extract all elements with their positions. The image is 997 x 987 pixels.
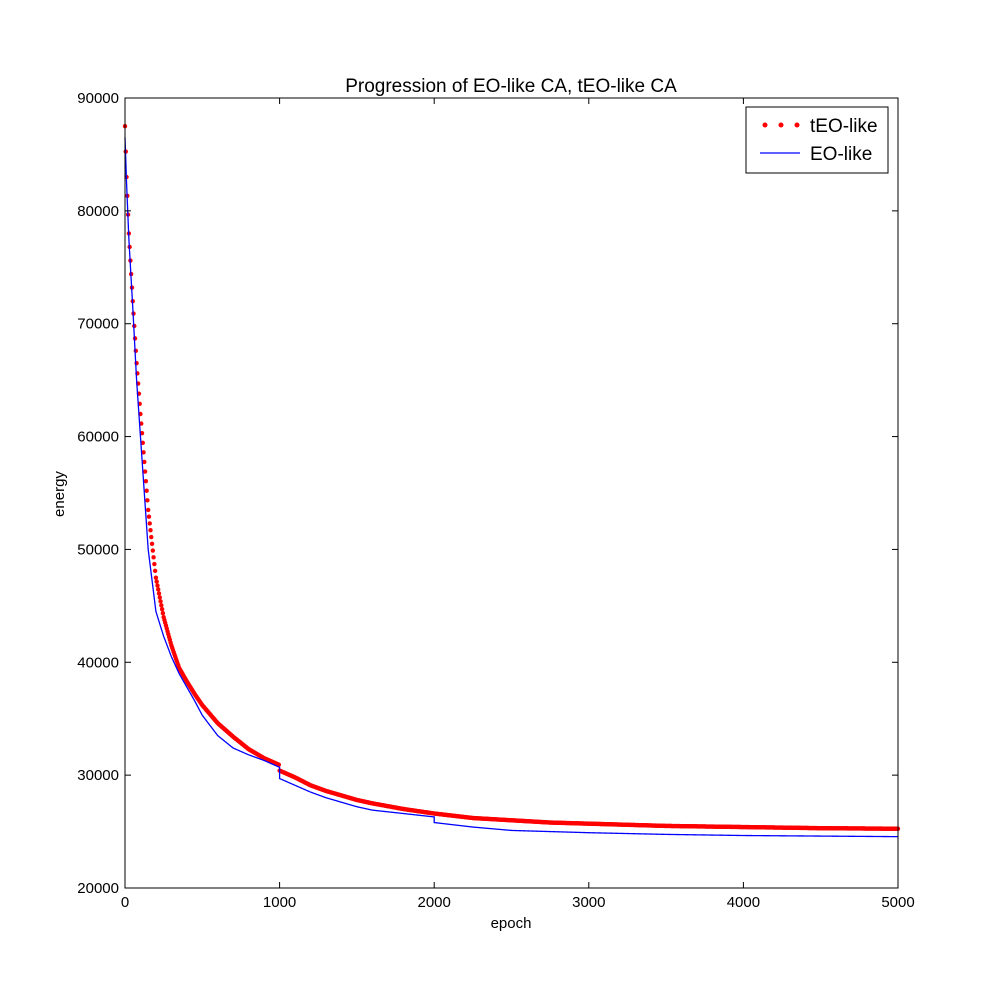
teo-like-point [141, 450, 146, 455]
teo-like-point [142, 469, 148, 474]
x-tick-label: 1000 [263, 894, 296, 911]
teo-like-point [151, 555, 156, 560]
teo-like-point [133, 348, 139, 353]
legend: tEO-like EO-like [745, 106, 889, 174]
teo-like-point [159, 607, 165, 612]
plot-frame [124, 97, 899, 889]
legend-label-teo-like: tEO-like [810, 116, 878, 137]
teo-like-point [143, 478, 149, 484]
teo-like-point [155, 583, 160, 588]
y-tick-label: 80000 [77, 203, 119, 220]
y-tick-label: 40000 [77, 654, 119, 671]
teo-like-point [156, 587, 161, 592]
teo-like-point [149, 534, 154, 540]
y-tick-label: 20000 [77, 880, 119, 897]
y-tick-label: 30000 [77, 767, 119, 784]
legend-box [745, 106, 889, 174]
teo-like-point [148, 528, 153, 533]
y-tick-label: 90000 [77, 90, 119, 107]
legend-marker-teo-like [762, 122, 768, 128]
teo-like-point [152, 568, 158, 574]
series-teo-like [122, 124, 901, 831]
teo-like-point [145, 498, 150, 503]
legend-items: tEO-like EO-like [760, 116, 878, 165]
teo-like-point [146, 514, 152, 519]
legend-marker-teo-like [794, 122, 800, 128]
teo-like-point [159, 603, 164, 608]
x-tick-label: 5000 [881, 894, 914, 911]
y-tick-label: 70000 [77, 316, 119, 333]
teo-like-point [153, 575, 159, 580]
teo-like-point [156, 591, 162, 596]
x-tick-label: 3000 [572, 894, 605, 911]
x-tick-label: 2000 [418, 894, 451, 911]
series-layer [122, 124, 901, 838]
chart-title: Progression of EO-like CA, tEO-like CA [345, 76, 677, 97]
x-tick-label: 0 [121, 894, 129, 911]
teo-like-point [149, 541, 155, 546]
series-eo-like-line [124, 137, 898, 838]
teo-like-point [144, 488, 149, 493]
y-tick-label: 60000 [77, 429, 119, 446]
teo-like-point [145, 507, 151, 513]
teo-like-point [152, 561, 157, 567]
y-tick-label: 50000 [77, 541, 119, 558]
teo-like-point [150, 548, 156, 553]
y-axis-label: energy [51, 471, 68, 517]
legend-label-eo-like: EO-like [810, 144, 872, 165]
teo-like-point [158, 599, 163, 604]
teo-like-point [142, 459, 147, 465]
teo-like-point [147, 521, 152, 526]
teo-like-point [157, 595, 162, 600]
teo-like-point [160, 610, 166, 616]
ticks-layer: 0 1000 2000 3000 4000 5000 20000 30000 40000 5000… [77, 90, 914, 911]
x-tick-label: 4000 [727, 894, 760, 911]
legend-marker-teo-like [778, 122, 784, 128]
teo-like-point [154, 579, 159, 584]
x-axis-label: epoch [491, 915, 532, 932]
teo-like-point [140, 440, 145, 445]
